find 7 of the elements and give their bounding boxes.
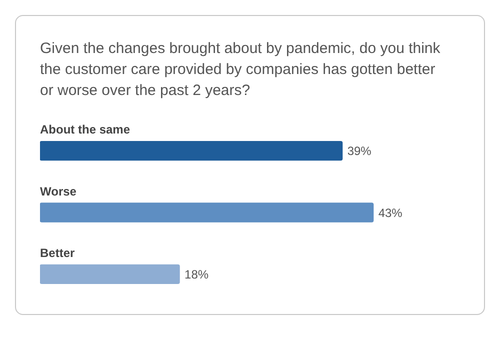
chart-title: Given the changes brought about by pandemic, do you think the customer care provided by companies has gotten better or worse over the past 2 years? xyxy=(40,39,442,101)
y-tick-label: Worse xyxy=(40,184,77,198)
data-label: 43% xyxy=(378,206,403,220)
data-label: 18% xyxy=(184,267,209,282)
y-tick-label: Better xyxy=(40,246,76,260)
y-tick-label: About the same xyxy=(40,122,130,137)
data-label: 39% xyxy=(347,144,372,158)
